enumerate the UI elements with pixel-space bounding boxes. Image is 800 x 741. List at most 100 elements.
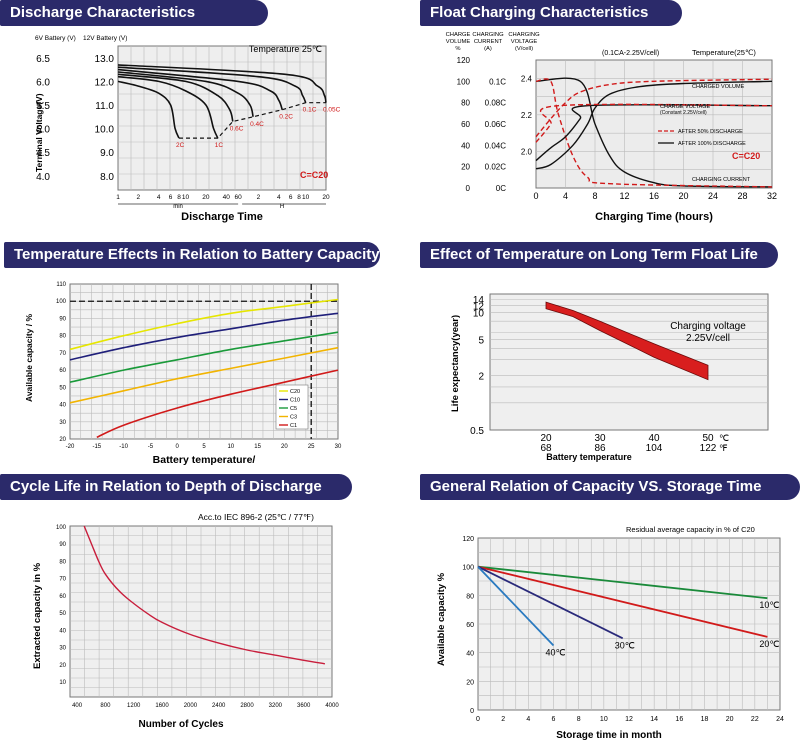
y-tick: 90 [59,542,66,548]
x-tick: 25 [308,444,315,450]
y-tick: 0 [470,708,474,715]
series-line [535,104,773,162]
y-tick-6v: 5.0 [36,125,50,136]
x-tick: 10 [600,716,608,723]
legend-label: C10 [290,398,300,404]
x-tick: 6 [289,194,293,201]
annotation: Acc.to IEC 896-2 (25℃ / 77℉) [198,512,314,522]
panel-title: Float Charging Characteristics [420,0,682,26]
axis-header: CURRENT [474,39,503,45]
panel-title: Discharge Characteristics [0,0,268,26]
series-line [83,525,326,665]
legend-label: C3 [290,415,297,421]
y-tick-6v: 6.0 [36,77,50,88]
x-tick: 4 [563,191,568,201]
series-line [477,565,768,600]
y-tick-6v: 4.5 [36,148,50,159]
y-tick: 100 [462,565,474,572]
x-tick: 2 [137,194,141,201]
plot-area [489,293,769,431]
x-axis-label: Discharge Time [181,211,263,223]
y-tick-current: 0.1C [489,77,506,86]
cycle-chart: 100 90 80 70 60 50 40 30 20 10 400 800 1200 1600 2000 2… [32,512,339,730]
y-tick-12v: 12.0 [95,77,115,88]
y-tick: 30 [59,646,66,652]
series-line [117,68,283,110]
annotation: Charging voltage [670,321,746,332]
label-volume: CHARGED VOLUME [692,84,745,90]
series-line [535,103,773,143]
x-tick-c: 40 [648,433,660,444]
legend-label: C5 [290,406,297,412]
y-tick: 40 [59,628,66,634]
y-tick: 60 [466,622,474,629]
y-tick: 90 [59,316,66,322]
x-tick: 0 [533,191,538,201]
axis-header: VOLTAGE [511,39,538,45]
x-tick: 8 [177,194,181,201]
x-tick: 0 [476,716,480,723]
storage-panel: General Relation of Capacity VS. Storage… [420,474,800,741]
x-tick: 8 [592,191,597,201]
axis-header: CHARGING [508,32,540,38]
x-tick: 2800 [240,703,254,709]
series-line [535,78,773,188]
y-tick-current: 0.06C [485,120,507,129]
y-tick-12v: 13.0 [95,54,115,65]
y-axis-label: Terminal Voltage(V) [34,93,44,172]
x-tick: 4000 [325,703,339,709]
y-tick-volume: 100 [457,77,471,86]
float-chart: CHARGEVOLUME%CHARGINGCURRENT(A)CHARGINGV… [446,32,777,223]
y-tick: 10 [59,680,66,686]
x-tick: 24 [708,191,718,201]
y-tick: 5 [478,336,484,347]
y-axis-label: Life expectancy(year) [450,315,461,412]
y-tick-voltage: 2.0 [521,147,533,156]
series-label: 20℃ [759,639,779,649]
unit-c: ℃ [719,433,729,443]
series-label: 0.6C [230,126,244,133]
axis-header: CHARGING [472,32,504,38]
y-tick-12v: 8.0 [100,172,114,183]
y-tick-current: 0.08C [485,99,507,108]
x-tick-f: 68 [540,443,552,454]
series-line [96,369,339,439]
legend-box [275,384,309,430]
y-tick: 20 [466,679,474,686]
series-label: 10℃ [759,600,779,610]
y-tick: 30 [59,420,66,426]
y-tick: 60 [59,594,66,600]
axis-header: VOLUME [446,39,471,45]
label-voltage: CHARGE VOLTAGE [660,104,711,110]
x-tick: 28 [737,191,747,201]
panel-title: General Relation of Capacity VS. Storage… [420,474,800,500]
annotation: Temperature 25℃ [249,44,322,54]
temperature-label: Temperature(25℃) [692,48,756,57]
y-tick: 20 [59,437,66,443]
series-label: 40℃ [546,648,566,658]
y-tick-volume: 20 [461,163,470,172]
y-tick-6v: 4.0 [36,172,50,183]
y-tick: 80 [466,593,474,600]
x-tick: 12 [619,191,629,201]
y-tick-volume: 40 [461,141,470,150]
x-tick: 4 [277,194,281,201]
x-tick: 2000 [184,703,198,709]
legend-label: AFTER 50% DISCHARGE [678,129,743,135]
y-tick: 70 [59,577,66,583]
x-tick: 12 [625,716,633,723]
x-tick: 24 [776,716,784,723]
series-line [117,71,254,118]
y-axis-label: Available capacity % [436,572,447,666]
x-tick: 32 [767,191,777,201]
formula-label: C=C20 [732,151,760,161]
x-tick: 4 [526,716,530,723]
annotation: 2.25V/cell [686,333,730,344]
x-tick: 16 [675,716,683,723]
x-tick: 16 [649,191,659,201]
discharge-panel: Discharge Characteristics 6V Battery (V)… [0,0,380,230]
panel-title: Cycle Life in Relation to Depth of Disch… [0,474,352,500]
life-band [545,301,709,381]
